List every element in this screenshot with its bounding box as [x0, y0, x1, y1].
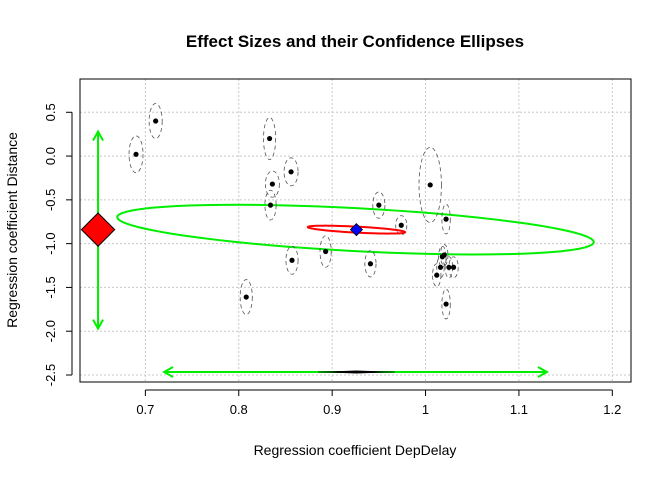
study-ellipse-11	[395, 215, 408, 236]
y-tick-label-6: -2.5	[43, 364, 58, 386]
y-interval-arrow-bottom	[92, 319, 104, 331]
marginal-intervals-group	[80, 129, 550, 378]
pooled-ellipse	[116, 203, 595, 256]
x-marginal-diamond	[318, 370, 395, 374]
y-tick-label-5: -2.0	[43, 320, 58, 342]
study-point-17	[443, 216, 449, 222]
x-tick-label-0: 0.7	[136, 402, 154, 417]
study-point-8	[323, 248, 329, 255]
study-point-6	[288, 169, 294, 175]
study-ellipse-17	[441, 203, 451, 235]
y-axis-label: Regression coefficient Distance	[4, 132, 20, 328]
study-point-14	[437, 264, 444, 270]
overall-estimate-marker	[349, 223, 363, 237]
x-tick-label-2: 0.9	[323, 402, 341, 417]
study-point-1	[153, 118, 159, 124]
overall-ellipse	[306, 224, 407, 235]
y-tick-label-2: -0.5	[43, 189, 58, 211]
study-point-13	[434, 272, 440, 278]
plot-frame	[79, 78, 632, 383]
x-interval-arrow-left	[161, 366, 174, 378]
x-tick-label-1: 0.8	[230, 402, 248, 417]
study-point-3	[266, 135, 273, 142]
study-points-group	[133, 118, 457, 307]
overall-ellipse-group	[306, 224, 407, 235]
study-point-7	[289, 257, 295, 263]
study-point-9	[367, 261, 374, 267]
study-ellipse-1	[148, 103, 163, 139]
y-marginal-diamond	[80, 212, 116, 247]
study-ellipse-12	[418, 146, 442, 224]
chart-title: Effect Sizes and their Confidence Ellips…	[186, 32, 524, 51]
grid-lines	[80, 79, 631, 382]
x-tick-label-4: 1.1	[510, 402, 528, 417]
y-tick-label-1: 0.0	[43, 147, 58, 165]
study-ellipse-10	[372, 191, 386, 219]
x-tick-label-3: 1	[422, 402, 429, 417]
study-ellipse-7	[285, 245, 299, 275]
study-ellipse-0	[128, 135, 144, 174]
study-point-2	[243, 294, 249, 300]
study-ellipse-18	[441, 288, 451, 320]
study-point-5	[267, 202, 274, 208]
study-point-18	[443, 301, 449, 307]
study-ellipse-3	[263, 117, 277, 160]
study-point-20	[450, 264, 457, 270]
study-ellipses-group	[128, 103, 459, 320]
y-tick-label-0: 0.5	[43, 103, 58, 121]
study-ellipse-8	[319, 235, 332, 268]
study-ellipse-13	[432, 263, 442, 287]
study-ellipse-2	[239, 279, 253, 315]
x-tick-label-5: 1.2	[603, 402, 621, 417]
y-interval-arrow-top	[92, 129, 104, 142]
study-point-12	[427, 182, 433, 188]
y-tick-label-4: -1.5	[43, 276, 58, 298]
study-ellipse-9	[364, 250, 377, 278]
axes: 0.7 0.8 0.9 1 1.1 1.2 0.5 0.0 -0.5 -1.0 -1.5 -2.0 -2…	[43, 103, 621, 417]
study-point-0	[133, 151, 139, 157]
study-ellipse-6	[283, 157, 299, 187]
study-point-10	[376, 202, 382, 208]
pooled-ellipse-group	[116, 203, 595, 256]
study-point-16	[441, 252, 447, 258]
x-axis-label: Regression coefficient DepDelay	[254, 442, 457, 458]
study-ellipse-4	[264, 170, 280, 198]
x-interval-arrow-right	[537, 366, 550, 378]
y-tick-label-3: -1.0	[43, 232, 58, 254]
study-ellipse-5	[264, 189, 277, 221]
study-point-19	[446, 264, 452, 270]
study-point-4	[269, 181, 275, 187]
study-point-11	[398, 222, 404, 228]
